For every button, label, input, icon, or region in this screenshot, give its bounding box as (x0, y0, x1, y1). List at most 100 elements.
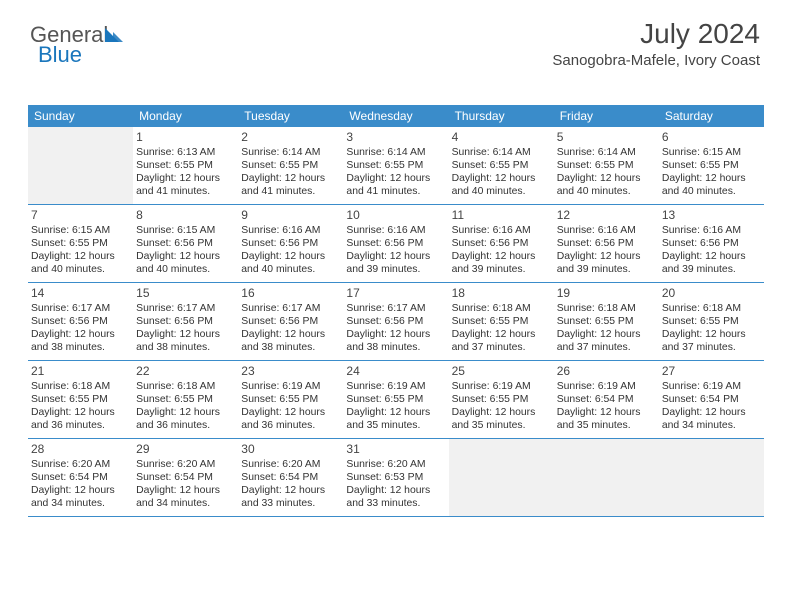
sunrise-line: Sunrise: 6:14 AM (346, 146, 444, 159)
day-number: 24 (346, 364, 444, 379)
sunrise-line: Sunrise: 6:14 AM (557, 146, 655, 159)
sunset-line: Sunset: 6:54 PM (241, 471, 339, 484)
calendar-cell: 8Sunrise: 6:15 AMSunset: 6:56 PMDaylight… (133, 205, 238, 283)
sunset-line: Sunset: 6:55 PM (557, 315, 655, 328)
daylight-line-1: Daylight: 12 hours (31, 406, 129, 419)
daylight-line-2: and 37 minutes. (662, 341, 760, 354)
sunset-line: Sunset: 6:55 PM (31, 393, 129, 406)
calendar-cell: 7Sunrise: 6:15 AMSunset: 6:55 PMDaylight… (28, 205, 133, 283)
brand-name-1b: General (30, 22, 108, 48)
calendar-cell: 16Sunrise: 6:17 AMSunset: 6:56 PMDayligh… (238, 283, 343, 361)
sunrise-line: Sunrise: 6:19 AM (662, 380, 760, 393)
daylight-line-1: Daylight: 12 hours (31, 250, 129, 263)
daylight-line-2: and 40 minutes. (31, 263, 129, 276)
calendar-cell: 1Sunrise: 6:13 AMSunset: 6:55 PMDaylight… (133, 127, 238, 205)
sail-icon (105, 24, 127, 42)
daylight-line-1: Daylight: 12 hours (241, 406, 339, 419)
sunrise-line: Sunrise: 6:16 AM (557, 224, 655, 237)
daylight-line-1: Daylight: 12 hours (241, 172, 339, 185)
page-header: General July 2024 Sanogobra-Mafele, Ivor… (28, 18, 764, 69)
daylight-line-1: Daylight: 12 hours (557, 172, 655, 185)
sunrise-line: Sunrise: 6:18 AM (557, 302, 655, 315)
daylight-line-1: Daylight: 12 hours (557, 328, 655, 341)
day-number: 10 (346, 208, 444, 223)
day-number: 26 (557, 364, 655, 379)
sunset-line: Sunset: 6:53 PM (346, 471, 444, 484)
calendar-cell: 28Sunrise: 6:20 AMSunset: 6:54 PMDayligh… (28, 439, 133, 517)
calendar-cell: 15Sunrise: 6:17 AMSunset: 6:56 PMDayligh… (133, 283, 238, 361)
daylight-line-1: Daylight: 12 hours (346, 250, 444, 263)
daylight-line-1: Daylight: 12 hours (346, 484, 444, 497)
day-number: 20 (662, 286, 760, 301)
sunrise-line: Sunrise: 6:15 AM (136, 224, 234, 237)
sunset-line: Sunset: 6:56 PM (346, 237, 444, 250)
calendar-cell: 31Sunrise: 6:20 AMSunset: 6:53 PMDayligh… (343, 439, 448, 517)
calendar-cell: 27Sunrise: 6:19 AMSunset: 6:54 PMDayligh… (659, 361, 764, 439)
daylight-line-1: Daylight: 12 hours (346, 172, 444, 185)
day-number: 9 (241, 208, 339, 223)
calendar-cell-empty (659, 439, 764, 517)
sunrise-line: Sunrise: 6:20 AM (31, 458, 129, 471)
calendar-cell: 11Sunrise: 6:16 AMSunset: 6:56 PMDayligh… (449, 205, 554, 283)
day-number: 14 (31, 286, 129, 301)
sunset-line: Sunset: 6:55 PM (662, 315, 760, 328)
sunrise-line: Sunrise: 6:19 AM (241, 380, 339, 393)
sunrise-line: Sunrise: 6:16 AM (346, 224, 444, 237)
daylight-line-1: Daylight: 12 hours (662, 406, 760, 419)
sunrise-line: Sunrise: 6:18 AM (662, 302, 760, 315)
sunset-line: Sunset: 6:55 PM (557, 159, 655, 172)
daylight-line-1: Daylight: 12 hours (452, 172, 550, 185)
sunrise-line: Sunrise: 6:20 AM (241, 458, 339, 471)
sunrise-line: Sunrise: 6:14 AM (241, 146, 339, 159)
sunrise-line: Sunrise: 6:17 AM (136, 302, 234, 315)
daylight-line-1: Daylight: 12 hours (662, 250, 760, 263)
sunset-line: Sunset: 6:55 PM (241, 159, 339, 172)
sunrise-line: Sunrise: 6:17 AM (241, 302, 339, 315)
calendar-cell: 6Sunrise: 6:15 AMSunset: 6:55 PMDaylight… (659, 127, 764, 205)
calendar-cell-empty (28, 127, 133, 205)
calendar-cell: 13Sunrise: 6:16 AMSunset: 6:56 PMDayligh… (659, 205, 764, 283)
calendar-cell: 17Sunrise: 6:17 AMSunset: 6:56 PMDayligh… (343, 283, 448, 361)
month-year-title: July 2024 (552, 18, 764, 50)
day-number: 30 (241, 442, 339, 457)
sunset-line: Sunset: 6:56 PM (452, 237, 550, 250)
calendar-cell-empty (554, 439, 659, 517)
sunrise-line: Sunrise: 6:18 AM (31, 380, 129, 393)
calendar-grid: 1Sunrise: 6:13 AMSunset: 6:55 PMDaylight… (28, 127, 764, 517)
sunset-line: Sunset: 6:56 PM (346, 315, 444, 328)
daylight-line-2: and 39 minutes. (346, 263, 444, 276)
daylight-line-2: and 34 minutes. (662, 419, 760, 432)
daylight-line-1: Daylight: 12 hours (31, 484, 129, 497)
calendar-cell: 3Sunrise: 6:14 AMSunset: 6:55 PMDaylight… (343, 127, 448, 205)
sunset-line: Sunset: 6:54 PM (662, 393, 760, 406)
sunrise-line: Sunrise: 6:18 AM (452, 302, 550, 315)
daylight-line-1: Daylight: 12 hours (136, 484, 234, 497)
calendar-cell: 5Sunrise: 6:14 AMSunset: 6:55 PMDaylight… (554, 127, 659, 205)
sunrise-line: Sunrise: 6:13 AM (136, 146, 234, 159)
daylight-line-1: Daylight: 12 hours (346, 328, 444, 341)
daylight-line-2: and 38 minutes. (241, 341, 339, 354)
sunset-line: Sunset: 6:55 PM (241, 393, 339, 406)
sunrise-line: Sunrise: 6:17 AM (31, 302, 129, 315)
daylight-line-1: Daylight: 12 hours (136, 406, 234, 419)
daylight-line-1: Daylight: 12 hours (31, 328, 129, 341)
sunset-line: Sunset: 6:56 PM (241, 237, 339, 250)
sunset-line: Sunset: 6:55 PM (346, 159, 444, 172)
sunset-line: Sunset: 6:56 PM (136, 315, 234, 328)
daylight-line-2: and 38 minutes. (346, 341, 444, 354)
sunset-line: Sunset: 6:54 PM (557, 393, 655, 406)
daylight-line-1: Daylight: 12 hours (662, 172, 760, 185)
sunrise-line: Sunrise: 6:14 AM (452, 146, 550, 159)
daylight-line-1: Daylight: 12 hours (136, 250, 234, 263)
day-number: 19 (557, 286, 655, 301)
sunrise-line: Sunrise: 6:20 AM (346, 458, 444, 471)
day-number: 18 (452, 286, 550, 301)
sunset-line: Sunset: 6:55 PM (452, 159, 550, 172)
day-number: 3 (346, 130, 444, 145)
sunset-line: Sunset: 6:55 PM (452, 393, 550, 406)
day-number: 29 (136, 442, 234, 457)
sunset-line: Sunset: 6:55 PM (136, 393, 234, 406)
daylight-line-2: and 40 minutes. (136, 263, 234, 276)
calendar-cell: 21Sunrise: 6:18 AMSunset: 6:55 PMDayligh… (28, 361, 133, 439)
daylight-line-2: and 33 minutes. (346, 497, 444, 510)
